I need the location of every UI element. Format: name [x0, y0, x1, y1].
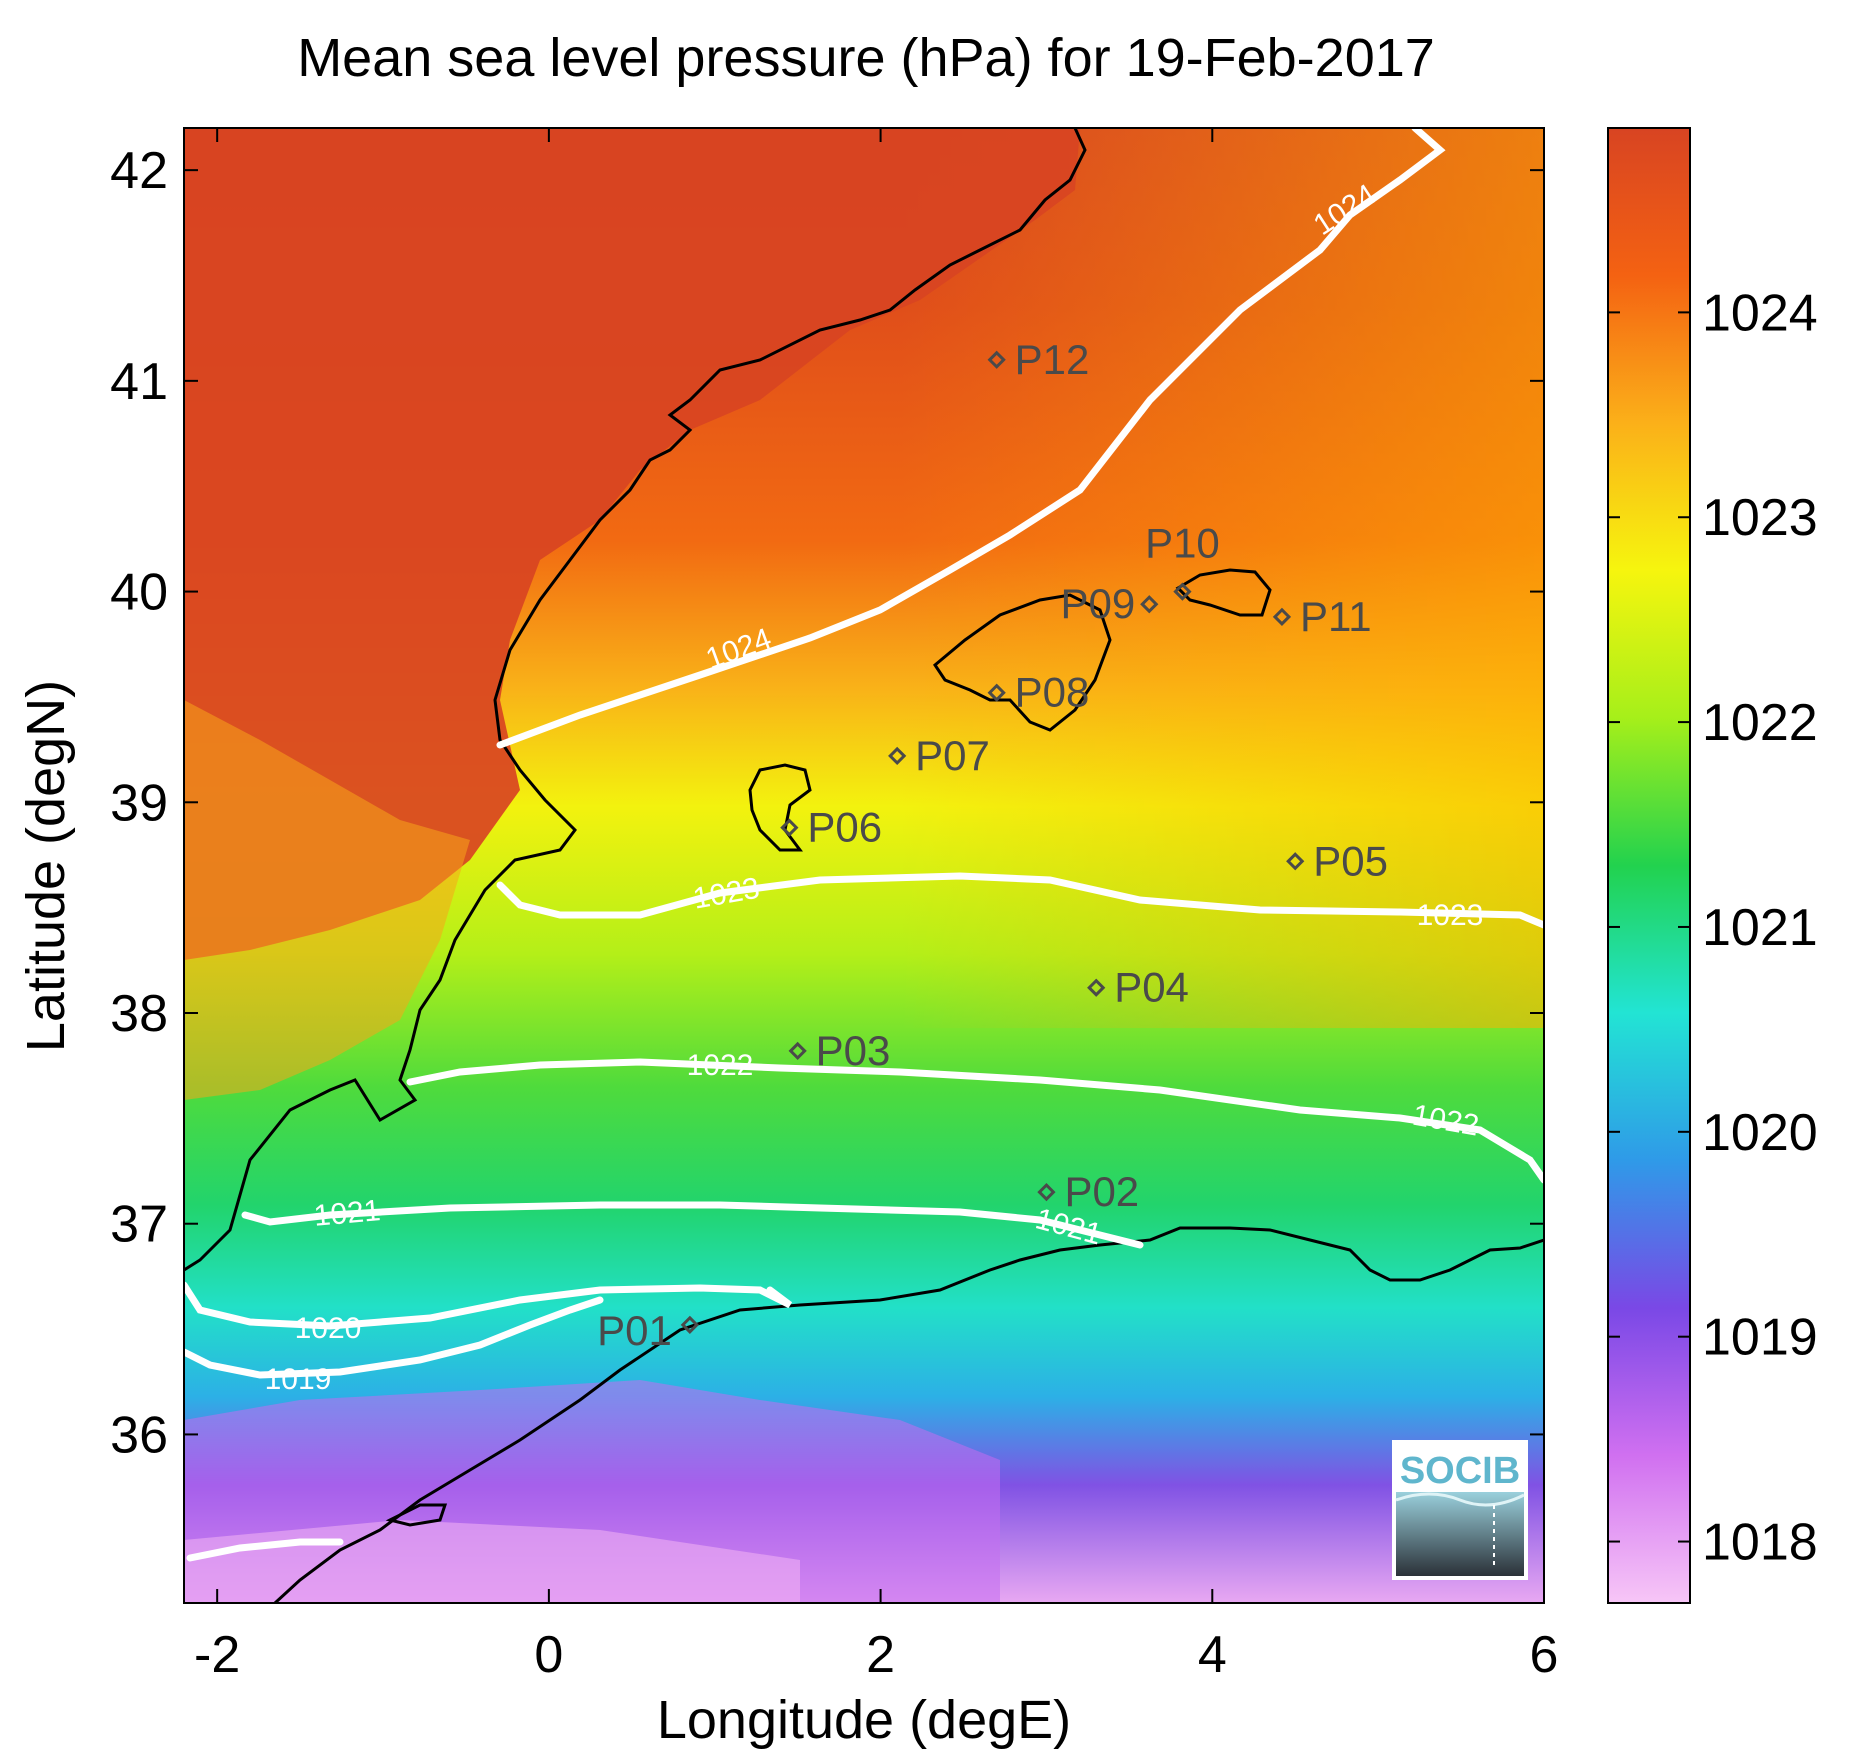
station-label: P12 [1015, 336, 1090, 383]
isobar-1018-partial [186, 1538, 344, 1562]
station-marker [888, 746, 907, 766]
station-p12: P12 [987, 336, 1090, 383]
logo-image [1396, 1492, 1524, 1576]
island-alboran [385, 1503, 448, 1527]
station-p06: P06 [780, 804, 882, 851]
logo-wave [1395, 1492, 1525, 1507]
colorbar-tick-label: 1023 [1702, 489, 1818, 547]
station-label: P11 [1300, 593, 1372, 640]
station-label: P02 [1064, 1168, 1139, 1215]
isobars [184, 128, 1544, 1562]
y-tick-label: 42 [110, 142, 168, 200]
colorbar-tick-label: 1022 [1702, 694, 1818, 752]
isobar-labels: 1019 1020 1021 1021 1022 1022 1023 1023 … [265, 178, 1484, 1396]
isobar-1021 [241, 1201, 1144, 1249]
station-p02: P02 [1037, 1168, 1139, 1215]
x-axis-label: Longitude (degE) [657, 1690, 1071, 1750]
isobar-1024 [496, 128, 1446, 749]
high-pressure-land [184, 128, 1080, 960]
colorbar-tick-label: 1021 [1702, 899, 1818, 957]
colorbar-tick-label: 1019 [1702, 1309, 1818, 1367]
x-axis-ticks: -2 0 2 4 6 [194, 128, 1558, 1684]
coastlines [184, 128, 1544, 1603]
station-label: P03 [816, 1027, 891, 1074]
station-p10: P10 [1145, 520, 1220, 601]
isobar-1019 [184, 1296, 604, 1379]
x-tick-label: -2 [194, 1626, 240, 1684]
plot-frame [183, 127, 1545, 1604]
land-mixed-field [184, 700, 470, 1100]
coastline-north-africa [273, 1226, 1544, 1603]
station-label: P10 [1145, 520, 1220, 567]
x-tick-label: 2 [866, 1626, 895, 1684]
y-tick-label: 39 [110, 774, 168, 832]
isobar-label: 1021 [312, 1194, 381, 1233]
socib-logo: SOCIB [1392, 1440, 1528, 1580]
island-mallorca [933, 593, 1112, 732]
island-menorca [1175, 568, 1272, 617]
station-marker [1286, 852, 1305, 871]
isobar-1023 [496, 872, 1544, 929]
isobar-label: 1023 [1417, 899, 1484, 932]
station-p04: P04 [1087, 964, 1189, 1011]
station-p01: P01 [597, 1307, 699, 1354]
y-tick-label: 37 [110, 1196, 168, 1254]
station-p03: P03 [788, 1027, 891, 1074]
station-p05: P05 [1286, 837, 1388, 884]
map-title: Mean sea level pressure (hPa) for 19-Feb… [297, 28, 1435, 88]
station-label: P09 [1061, 580, 1136, 627]
station-label: P07 [915, 732, 990, 779]
colorbar-tick-label: 1018 [1702, 1514, 1818, 1572]
station-marker [1272, 607, 1292, 626]
station-p07: P07 [888, 732, 990, 779]
station-label: P04 [1114, 964, 1189, 1011]
x-tick-label: 4 [1198, 1626, 1227, 1684]
station-label: P08 [1015, 669, 1090, 716]
station-marker [1140, 595, 1159, 614]
pressure-field-east-tint [900, 128, 1544, 1028]
y-tick-label: 41 [110, 353, 168, 411]
isobar-1022 [406, 1058, 1544, 1184]
y-tick-label: 40 [110, 564, 168, 622]
station-label: P05 [1313, 837, 1388, 884]
station-marker [987, 350, 1006, 369]
x-tick-label: 6 [1530, 1626, 1559, 1684]
station-p11: P11 [1272, 593, 1372, 640]
station-marker [788, 1041, 807, 1061]
y-axis-label: Latitude (degN) [16, 680, 76, 1052]
colorbar-ticks: 1018 1019 1020 1021 1022 1023 1024 [1608, 284, 1818, 1572]
x-tick-label: 0 [534, 1626, 563, 1684]
colorbar-tick-label: 1024 [1702, 284, 1818, 342]
station-marker [987, 683, 1006, 702]
station-marker [680, 1315, 699, 1334]
y-axis-ticks: 36 37 38 39 40 41 42 [110, 142, 1544, 1464]
station-marker [780, 818, 799, 837]
isobar-label: 1020 [295, 1312, 362, 1345]
isobar-label: 1019 [265, 1363, 332, 1396]
island-ibiza [748, 763, 812, 852]
logo-text: SOCIB [1400, 1450, 1520, 1492]
station-label: P01 [597, 1307, 672, 1354]
coastline-iberia [184, 128, 1087, 1272]
station-marker [1037, 1182, 1056, 1202]
colorbar: 1018 1019 1020 1021 1022 1023 1024 [1607, 127, 1818, 1604]
plot-area: 1019 1020 1021 1021 1022 1022 1023 1023 … [184, 128, 1544, 1603]
isobar-label: 1022 [687, 1049, 754, 1082]
station-marker [1087, 978, 1106, 997]
station-p09: P09 [1061, 580, 1159, 627]
colorbar-tick-label: 1020 [1702, 1104, 1818, 1162]
y-tick-label: 36 [110, 1406, 168, 1464]
y-tick-label: 38 [110, 985, 168, 1043]
colorbar-gradient [1607, 127, 1691, 1604]
station-p08: P08 [987, 669, 1090, 716]
station-label: P06 [807, 804, 882, 851]
isobar-1020 [184, 1281, 793, 1330]
station-marker [1173, 582, 1192, 601]
